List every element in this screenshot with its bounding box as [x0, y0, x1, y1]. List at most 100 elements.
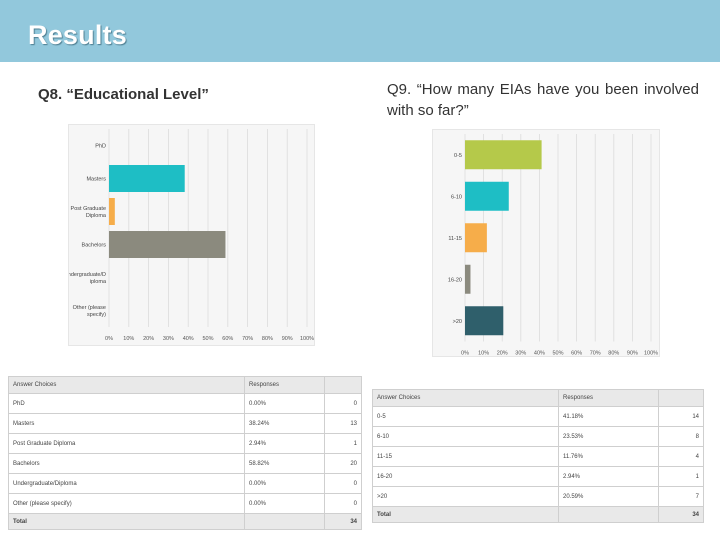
table-row: 16-20 2.94% 1 [372, 466, 704, 487]
x-tick-label: 0% [461, 351, 469, 357]
x-tick-label: 70% [242, 336, 253, 342]
x-tick-label: 90% [282, 336, 293, 342]
q9-title: Q9. “How many EIAs have you been involve… [387, 81, 699, 119]
bar [465, 223, 487, 253]
table-cell [658, 389, 704, 407]
x-tick-label: 80% [608, 351, 619, 357]
table-total-row: Total 34 [8, 513, 362, 530]
category-label: Post Graduate Diploma [71, 206, 107, 219]
table-cell: 2.94% [558, 466, 659, 487]
table-cell: 7 [658, 486, 704, 507]
table-header-row: Answer Choices Responses [8, 376, 362, 394]
category-label: Bachelors [82, 243, 107, 249]
x-tick-label: 50% [202, 336, 213, 342]
table-row: Bachelors 58.82% 20 [8, 453, 362, 474]
table-cell: 13 [324, 413, 362, 434]
slide-title: Results [28, 20, 127, 50]
table-row: Masters 38.24% 13 [8, 413, 362, 434]
table-cell: 0.00% [244, 393, 325, 414]
x-tick-label: 20% [143, 336, 154, 342]
table-cell: 16-20 [372, 466, 559, 487]
table-cell: 14 [658, 406, 704, 427]
x-tick-label: 40% [534, 351, 545, 357]
table-cell: 4 [658, 446, 704, 467]
table-cell: PhD [8, 393, 245, 414]
table-cell: 58.82% [244, 453, 325, 474]
table-cell [244, 513, 325, 530]
title-banner: Results [0, 0, 720, 62]
category-label: Undergraduate/Diploma [69, 272, 107, 285]
table-cell: Answer Choices [372, 389, 559, 407]
category-label: >20 [453, 319, 462, 325]
x-tick-label: 20% [497, 351, 508, 357]
table-cell: 6-10 [372, 426, 559, 447]
table-cell: 41.18% [558, 406, 659, 427]
table-cell: 11-15 [372, 446, 559, 467]
table-cell: 0 [324, 493, 362, 514]
table-cell: 1 [658, 466, 704, 487]
table-cell [324, 376, 362, 394]
x-tick-label: 0% [105, 336, 113, 342]
category-label: PhD [95, 144, 106, 150]
q8-results-table: Answer Choices Responses PhD 0.00% 0 Masters 3… [8, 376, 362, 530]
q9-results-table: Answer Choices Responses 0-5 41.18% 14 6-10 23… [372, 389, 704, 523]
table-cell: Post Graduate Diploma [8, 433, 245, 454]
x-tick-label: 100% [300, 336, 314, 342]
table-row: PhD 0.00% 0 [8, 393, 362, 414]
q9-chart-frame: 0% 10% 20% 30% 40% 50% 60% 70% 80% 90% 100% 0-5 6-10… [432, 129, 660, 357]
table-row: 11-15 11.76% 4 [372, 446, 704, 467]
table-cell: 0.00% [244, 473, 325, 494]
table-cell: 0.00% [244, 493, 325, 514]
category-label: Masters [86, 177, 106, 183]
bar [109, 165, 185, 192]
table-cell: Total [372, 506, 559, 523]
table-cell: Total [8, 513, 245, 530]
category-label: 6-10 [451, 194, 462, 200]
bar [109, 231, 226, 258]
category-label: Other (please specify) [73, 305, 106, 318]
x-tick-label: 90% [627, 351, 638, 357]
table-cell: 38.24% [244, 413, 325, 434]
x-tick-label: 10% [478, 351, 489, 357]
table-cell: 34 [324, 513, 362, 530]
table-row: Undergraduate/Diploma 0.00% 0 [8, 473, 362, 494]
table-cell: 2.94% [244, 433, 325, 454]
table-cell: Bachelors [8, 453, 245, 474]
table-cell [558, 506, 659, 523]
table-row: 0-5 41.18% 14 [372, 406, 704, 427]
table-cell: 1 [324, 433, 362, 454]
table-cell: Undergraduate/Diploma [8, 473, 245, 494]
table-cell: 11.76% [558, 446, 659, 467]
bar [465, 306, 504, 336]
table-cell: Responses [244, 376, 325, 394]
table-row: Other (please specify) 0.00% 0 [8, 493, 362, 514]
q8-title: Q8. “Educational Level” [38, 86, 209, 103]
x-tick-label: 30% [515, 351, 526, 357]
table-header-row: Answer Choices Responses [372, 389, 704, 407]
category-label: 0-5 [454, 153, 462, 159]
table-cell: Masters [8, 413, 245, 434]
q8-chart-frame: 0% 10% 20% 30% 40% 50% 60% 70% 80% 90% 100% PhD Mast… [64, 124, 315, 346]
x-tick-label: 10% [123, 336, 134, 342]
table-row: >20 20.59% 7 [372, 486, 704, 507]
table-cell: 34 [658, 506, 704, 523]
x-tick-label: 100% [644, 351, 658, 357]
x-tick-label: 70% [590, 351, 601, 357]
category-label: 16-20 [448, 277, 462, 283]
x-tick-label: 60% [222, 336, 233, 342]
table-cell: Other (please specify) [8, 493, 245, 514]
table-cell: 23.53% [558, 426, 659, 447]
gridlines [108, 129, 308, 327]
x-tick-label: 30% [163, 336, 174, 342]
bar [465, 140, 542, 170]
x-tick-label: 60% [571, 351, 582, 357]
table-cell: 20.59% [558, 486, 659, 507]
table-cell: 0 [324, 473, 362, 494]
table-cell: 20 [324, 453, 362, 474]
q9-bar-chart: 0% 10% 20% 30% 40% 50% 60% 70% 80% 90% 100% 0-5 6-10… [448, 134, 658, 357]
table-total-row: Total 34 [372, 506, 704, 523]
bar [465, 264, 471, 294]
x-tick-label: 80% [262, 336, 273, 342]
category-label: 11-15 [448, 236, 462, 242]
table-cell: 8 [658, 426, 704, 447]
